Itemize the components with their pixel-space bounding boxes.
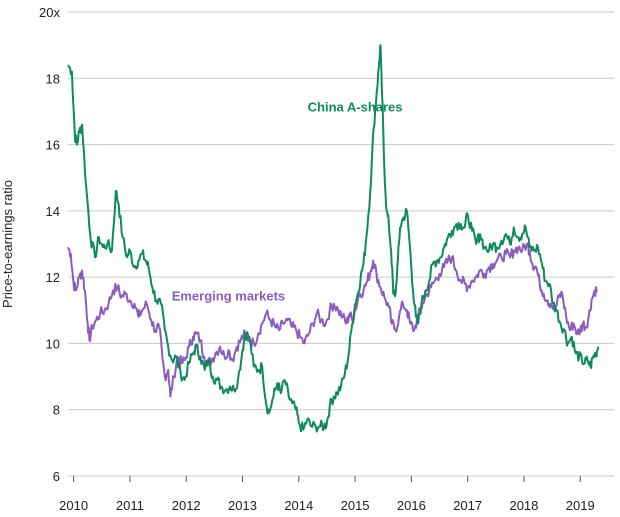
y-tick-label: 12 — [46, 270, 60, 285]
series-line-china-a-shares — [67, 44, 600, 433]
x-tick-label: 2015 — [341, 498, 370, 513]
series-line-emerging-markets — [67, 242, 598, 398]
gridlines — [68, 11, 614, 477]
x-tick-label: 2019 — [566, 498, 595, 513]
x-tick-label: 2010 — [59, 498, 88, 513]
x-tick-label: 2011 — [116, 498, 144, 513]
y-tick-label: 8 — [53, 403, 60, 418]
x-tick-label: 2012 — [172, 498, 201, 513]
x-tick-label: 2013 — [228, 498, 257, 513]
y-tick-label: 20x — [39, 5, 60, 20]
y-tick-label: 18 — [46, 71, 60, 86]
series-annotations: China A-shares Emerging markets — [172, 99, 403, 303]
series-lines — [67, 44, 600, 433]
y-tick-label: 14 — [46, 204, 60, 219]
series-label-china-a-shares: China A-shares — [308, 99, 403, 114]
y-tick-label: 10 — [46, 336, 60, 351]
x-tick-label: 2018 — [509, 498, 538, 513]
y-axis-label: Price-to-earnings ratio — [0, 180, 15, 308]
series-label-emerging-markets: Emerging markets — [172, 288, 285, 303]
x-tick-label: 2014 — [284, 498, 313, 513]
x-axis-ticks: 2010 2011 2012 2013 2014 2015 2016 2017 2018 2019 — [59, 476, 595, 513]
x-tick-label: 2017 — [453, 498, 482, 513]
x-tick-label: 2016 — [397, 498, 426, 513]
y-axis-ticks: 6 8 10 12 14 16 18 20x — [39, 5, 60, 484]
y-tick-label: 6 — [53, 469, 60, 484]
y-tick-label: 16 — [46, 138, 60, 153]
